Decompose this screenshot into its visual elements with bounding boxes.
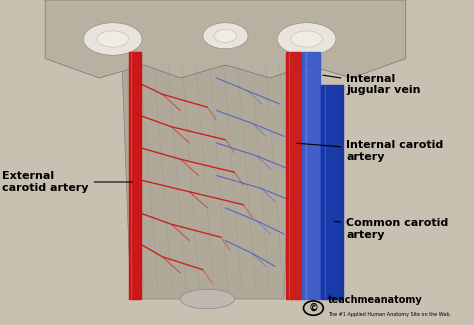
Bar (321, 84, 343, 299)
Text: Internal carotid
artery: Internal carotid artery (297, 140, 444, 162)
Bar (286, 52, 301, 299)
Ellipse shape (97, 31, 128, 47)
Ellipse shape (291, 31, 322, 47)
Ellipse shape (277, 23, 336, 55)
Polygon shape (45, 0, 406, 78)
Text: ©: © (309, 303, 319, 313)
Ellipse shape (214, 29, 237, 42)
Bar (128, 52, 141, 299)
Text: External
carotid artery: External carotid artery (2, 171, 133, 193)
Ellipse shape (181, 289, 235, 309)
Ellipse shape (83, 23, 142, 55)
Bar (302, 52, 320, 299)
Text: teachmeanatomy: teachmeanatomy (328, 294, 423, 305)
Polygon shape (122, 58, 293, 299)
Text: Internal
jugular vein: Internal jugular vein (323, 74, 421, 95)
Ellipse shape (203, 23, 248, 49)
Text: Common carotid
artery: Common carotid artery (335, 218, 448, 240)
Text: The #1 Applied Human Anatomy Site on the Web.: The #1 Applied Human Anatomy Site on the… (328, 312, 451, 317)
